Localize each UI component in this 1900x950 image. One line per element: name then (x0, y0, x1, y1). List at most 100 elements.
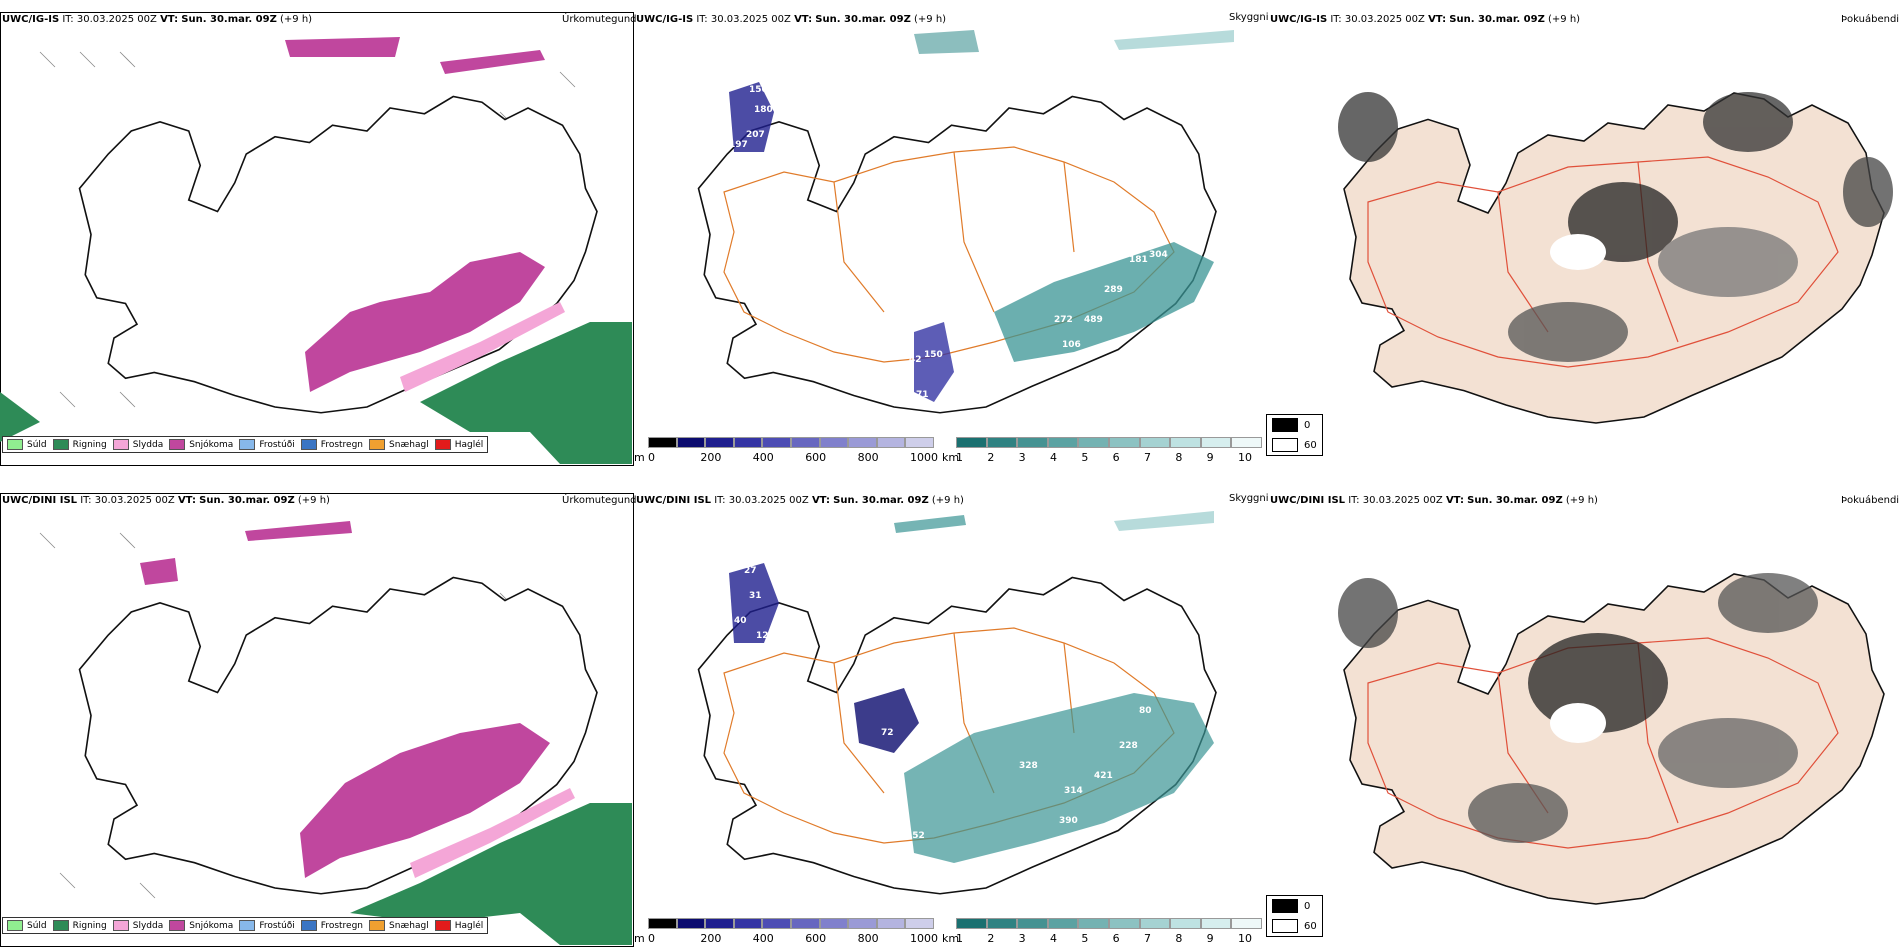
legend-item-sudl: Súld (7, 439, 47, 450)
cloud-label: 42 (784, 115, 797, 125)
colorbar-segment (762, 918, 791, 929)
colorbar-segment (676, 437, 706, 448)
cloud-title: Skyggni (1229, 493, 1269, 504)
rain-area (350, 803, 632, 945)
colorbar-tick: 600 (805, 451, 827, 464)
colorbar-segment (986, 437, 1018, 448)
precip-header: UWC/DINI ISL IT: 30.03.2025 00Z VT: Sun.… (2, 495, 330, 506)
colorbar-tick: 10 (1238, 451, 1252, 464)
cloud-label: 106 (1062, 340, 1081, 350)
precip-panel-dini: UWC/DINI ISL IT: 30.03.2025 00Z VT: Sun.… (0, 493, 637, 948)
precip-map (0, 37, 632, 464)
snow-area-south (305, 252, 545, 392)
colorbar-segment (905, 437, 934, 448)
colorbar-segment (1231, 437, 1262, 448)
fog-shading (1338, 92, 1893, 362)
colorbar-tick: 400 (752, 932, 774, 945)
colorbar-segment (648, 918, 677, 929)
colorbar-segment (733, 918, 763, 929)
colorbar-segment (956, 918, 987, 929)
colorbar-tick: 2 (987, 451, 995, 464)
cloud-label: 150 (924, 350, 943, 360)
legend-item-snaehagl: Snæhagl (369, 439, 429, 450)
colorbar-segment (1017, 437, 1048, 448)
colorbar-tick: 7 (1144, 932, 1151, 945)
legend-item-snaehagl: Snæhagl (369, 920, 429, 931)
colorbar-segment (1170, 918, 1201, 929)
cloud-area-west (729, 563, 779, 643)
cloud-label: 314 (1064, 786, 1083, 796)
colorbar-unit: m (634, 932, 645, 945)
colorbar-segment (876, 918, 906, 929)
colorbar-tick: 3 (1018, 932, 1026, 945)
cloud-label: 390 (1059, 816, 1078, 826)
colorbar-segment (791, 437, 820, 448)
colorbar-tick: 4 (1050, 932, 1057, 945)
vis-area-south (904, 693, 1214, 863)
cloud-label: 489 (1084, 315, 1103, 325)
colorbar-unit: m (634, 451, 645, 464)
colorbar-segment (1200, 437, 1232, 448)
colorbar-segment (791, 918, 820, 929)
colorbar-unit: km (942, 451, 960, 464)
colorbar-tick: 0 (648, 451, 655, 464)
vis-area-ne (1114, 511, 1214, 531)
snow-area-nw (140, 558, 178, 585)
precip-panel-igis: UWC/IG-IS IT: 30.03.2025 00Z VT: Sun. 30… (0, 12, 637, 467)
colorbar-segment (1200, 918, 1232, 929)
fog-legend-min: 0 (1267, 415, 1322, 435)
cloud-area-west (729, 82, 774, 152)
precip-header: UWC/IG-IS IT: 30.03.2025 00Z VT: Sun. 30… (2, 14, 313, 25)
colorbar-segment (848, 918, 877, 929)
colorbar-tick: 1000 (910, 451, 938, 464)
fog-panel-dini: UWC/DINI ISL IT: 30.03.2025 00Z VT: Sun.… (1268, 493, 1900, 948)
fog-panel-igis: UWC/IG-IS IT: 30.03.2025 00Z VT: Sun. 30… (1268, 12, 1900, 467)
colorbar-segment (648, 437, 677, 448)
precip-frame (0, 12, 634, 466)
fog-title: Þokuábendi (1841, 495, 1900, 506)
vis-area-ne (1114, 30, 1234, 50)
cloud-label: 207 (746, 130, 765, 140)
legend-item-snjokoma: Snjókoma (169, 439, 233, 450)
cloud-label: 72 (881, 728, 894, 738)
colorbar-segment (1139, 918, 1171, 929)
colorbar-tick: 800 (857, 451, 879, 464)
vis-area-south (994, 242, 1214, 362)
legend-item-slydda: Slydda (112, 439, 163, 450)
cloud-label: 252 (906, 831, 925, 841)
row-dini: UWC/DINI ISL IT: 30.03.2025 00Z VT: Sun.… (0, 493, 1900, 948)
cloudbase-colorbar: m 0 200 400 600 800 1000 (634, 918, 938, 948)
colorbar-tick: 9 (1206, 932, 1214, 945)
cloud-label: 328 (1019, 761, 1038, 771)
colorbar-tick: 9 (1206, 451, 1214, 464)
sleet-band (410, 788, 575, 878)
cloud-label: 304 (1149, 250, 1168, 260)
fog-legend: 0 60 (1266, 414, 1323, 456)
cloud-label: 228 (1119, 741, 1138, 751)
colorbar-tick: 0 (648, 932, 655, 945)
cloud-header: UWC/IG-IS IT: 30.03.2025 00Z VT: Sun. 30… (636, 14, 947, 25)
legend-item-sudl: Súld (7, 920, 47, 931)
legend-item-hagel: Haglél (434, 920, 483, 931)
colorbar-segment (1109, 437, 1140, 448)
colorbar-tick: 200 (700, 451, 722, 464)
colorbar-segment (905, 918, 934, 929)
snow-area-south (300, 723, 550, 878)
cloud-label: 80 (1139, 706, 1152, 716)
cloud-label: 27 (744, 566, 757, 576)
vis-area-north (894, 515, 966, 533)
colorbar-tick: 5 (1081, 451, 1089, 464)
cloud-title: Skyggni (1229, 12, 1269, 23)
colorbar-segment (1078, 437, 1109, 448)
colorbar-tick: 400 (752, 451, 774, 464)
precip-map (39, 521, 632, 945)
fog-map (1338, 573, 1885, 905)
precip-legend: Súld Rigning Slydda Snjókoma Frostúði Fr… (2, 436, 489, 453)
fog-shading (1338, 573, 1818, 843)
fog-header: UWC/DINI ISL IT: 30.03.2025 00Z VT: Sun.… (1270, 495, 1598, 506)
precip-title: Úrkomutegund (562, 495, 637, 506)
fog-legend-max: 60 (1267, 435, 1322, 455)
colorbar-segment (819, 918, 849, 929)
cloud-label: 181 (1129, 255, 1148, 265)
precip-title: Úrkomutegund (562, 14, 637, 25)
